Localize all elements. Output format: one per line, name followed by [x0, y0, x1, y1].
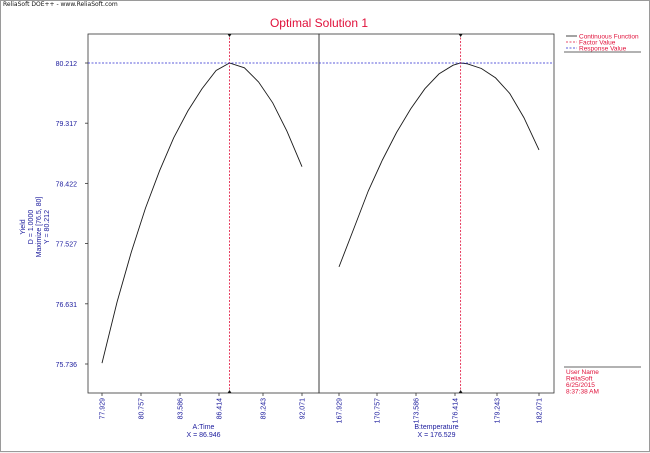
app-caption: ReliaSoft DOE++ - www.ReliaSoft.com	[3, 1, 118, 8]
user-info-line: User Name	[566, 369, 599, 376]
y-axis-label-line: Y = 80.212	[44, 210, 51, 244]
x-tick-label: 86.414	[217, 398, 224, 420]
x-tick-label: 179.243	[495, 398, 502, 423]
y-tick-label: 75.736	[56, 362, 78, 369]
y-tick-label: 77.527	[56, 242, 78, 249]
x-tick-label: 80.757	[139, 398, 146, 420]
panel-frame	[87, 33, 320, 394]
y-axis-label-line: D = 1.0000	[28, 210, 35, 245]
x-tick-label: 167.929	[337, 398, 344, 423]
continuous-function-curve	[101, 62, 303, 364]
panel-2: 167.929 170.757 173.586 176.414 179.243 182.0…	[318, 33, 555, 439]
legend-item-label: Response Value	[579, 45, 627, 52]
y-tick-label: 79.317	[56, 121, 78, 128]
factor-marker-top	[227, 34, 232, 37]
x-tick-label: 77.929	[100, 398, 107, 420]
x-tick-label: 182.071	[537, 398, 544, 423]
chart-panels: 80.212 79.317 78.422 77.527 76.631 75.736 77.9…	[56, 33, 555, 439]
x-value-label: X = 176.529	[418, 432, 456, 439]
y-axis-label: Yield D = 1.0000 Maximize [76.5, 80] Y = 80…	[20, 197, 51, 258]
y-tick-label: 76.631	[56, 302, 78, 309]
continuous-function-curve	[338, 62, 540, 268]
user-info-line: ReliaSoft	[566, 376, 593, 383]
y-tick-label: 78.422	[56, 181, 78, 188]
factor-marker-bottom	[227, 390, 232, 393]
y-axis-label-line: Maximize [76.5, 80]	[36, 197, 43, 258]
x-tick-label: 176.414	[453, 398, 460, 423]
factor-marker-top	[458, 34, 463, 37]
factor-marker-bottom	[458, 390, 463, 393]
x-tick-label: 170.757	[375, 398, 382, 423]
chart-title: Optimal Solution 1	[270, 16, 368, 30]
x-axis-label: A:Time	[193, 424, 215, 431]
user-info-line: 8:37:38 AM	[566, 389, 599, 396]
y-axis-label-line: Yield	[20, 219, 27, 234]
legend-item-label: Factor Value	[579, 39, 616, 46]
x-tick-label: 173.586	[414, 398, 421, 423]
y-tick-label: 80.212	[56, 61, 78, 68]
x-tick-label: 89.243	[261, 398, 268, 420]
x-axis-label: B:temperature	[414, 424, 458, 431]
x-value-label: X = 86.946	[186, 432, 220, 439]
panel-frame	[318, 33, 555, 394]
legend-item-label: Continuous Function	[579, 33, 639, 40]
user-info-line: 6/25/2015	[566, 382, 595, 389]
x-tick-label: 92.071	[300, 398, 307, 420]
panel-1: 77.929 80.757 83.586 86.414 89.243 92.071 A:Ti…	[87, 33, 320, 439]
x-tick-label: 83.586	[178, 398, 185, 420]
